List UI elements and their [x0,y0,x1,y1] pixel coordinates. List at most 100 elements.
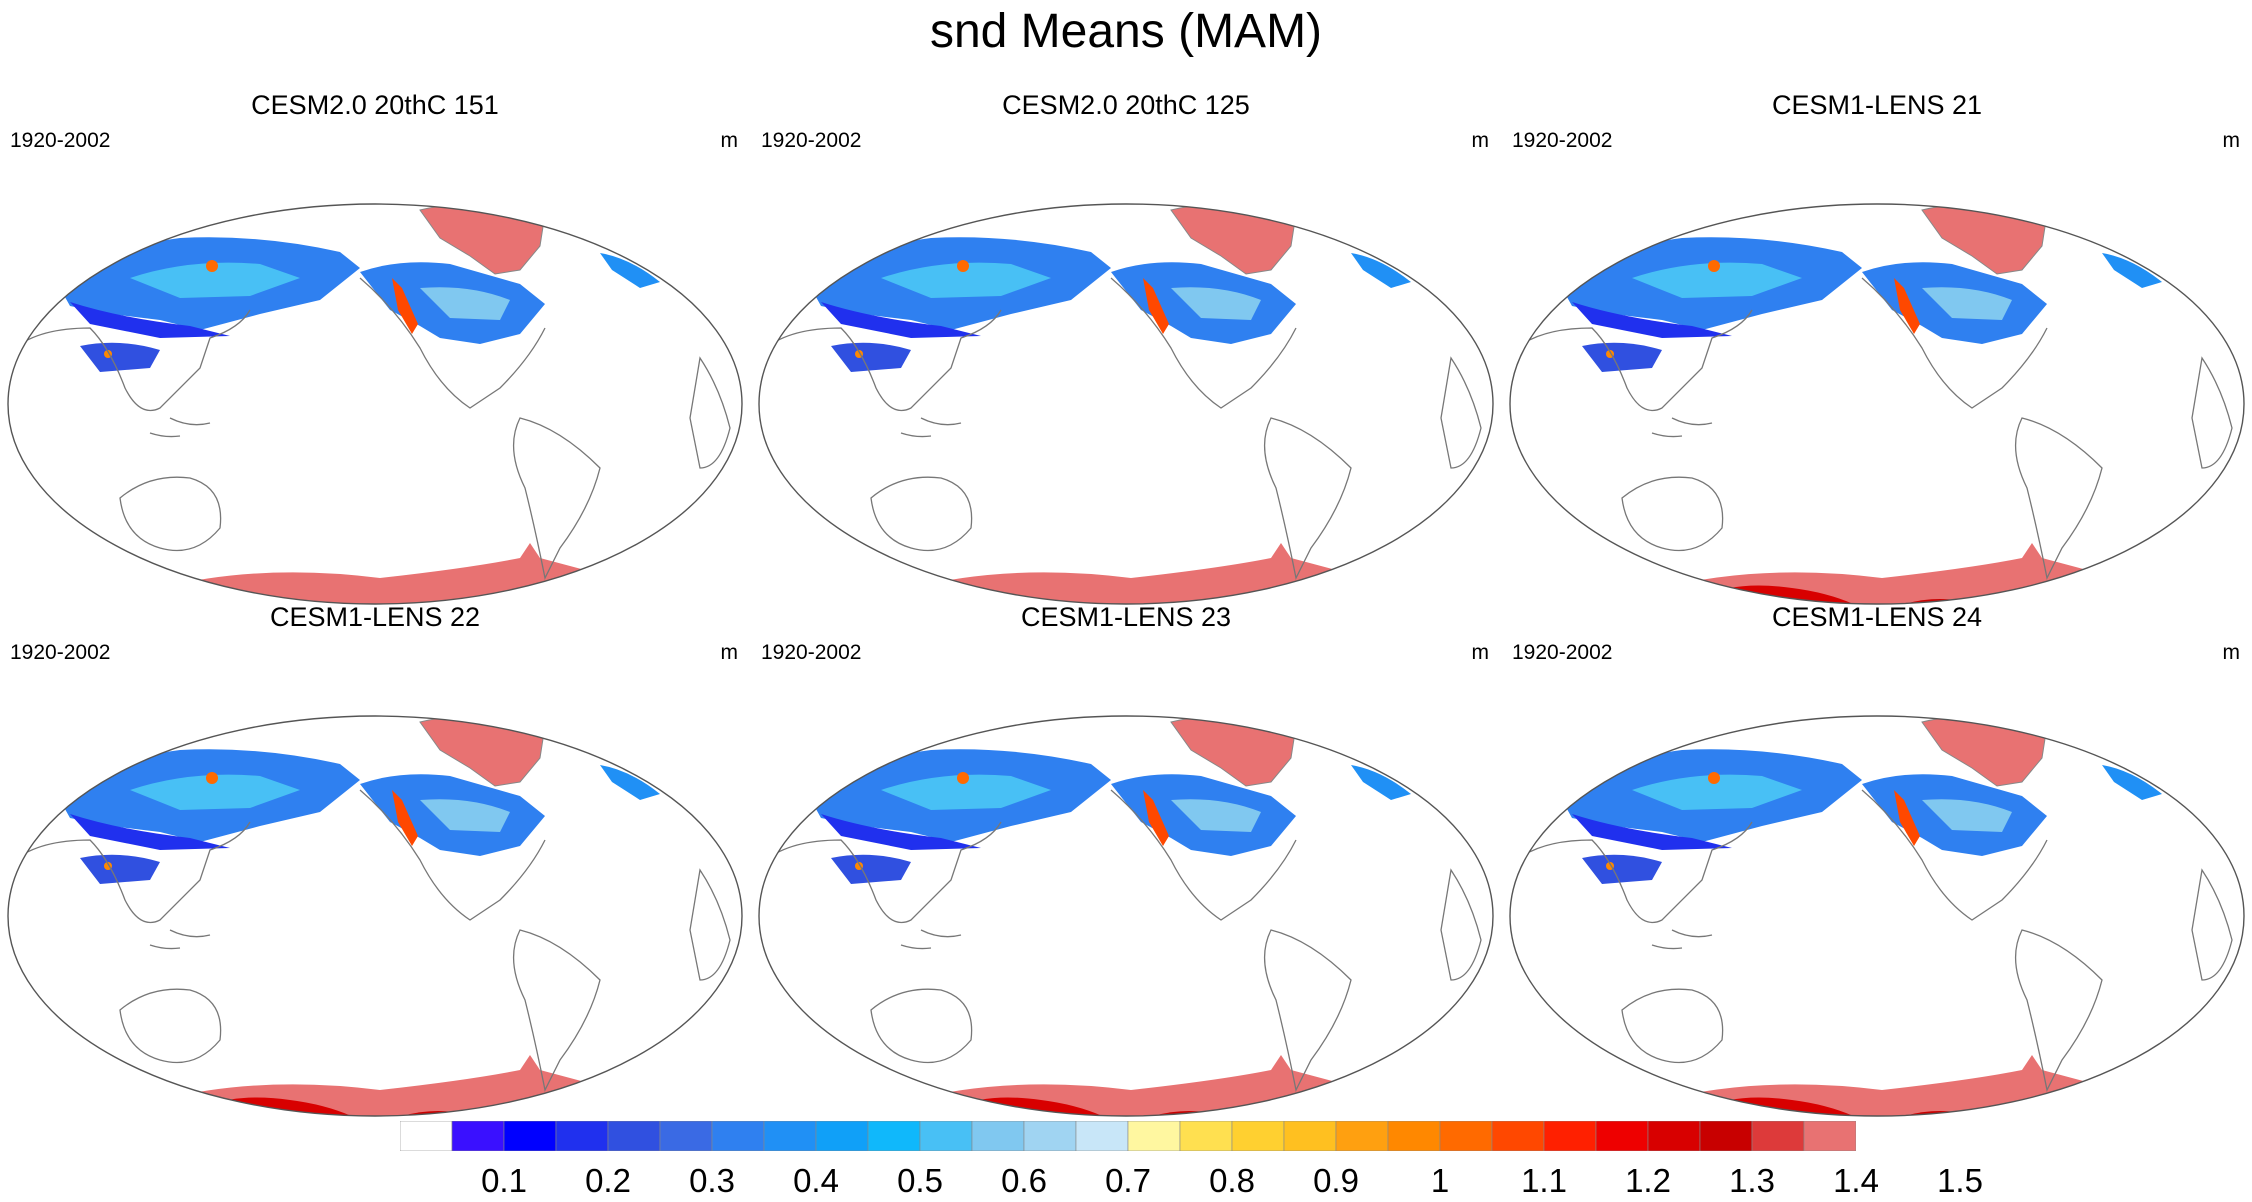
units-label: m [720,129,739,152]
colorbar-tick-label: 0.1 [481,1162,527,1199]
colorbar-tick-label: 0.2 [585,1162,631,1199]
north-america-coast [1861,277,2048,409]
period-label: 1920-2002 [10,129,111,152]
africa-coast [2191,868,2233,981]
north-america-coast [1110,277,1297,409]
map-panel: CESM1-LENS 23 1920-2002 m [751,600,1501,1120]
colorbar-tick-label: 0.7 [1105,1162,1151,1199]
antarctica-snow [901,543,1371,604]
eurasia-snow-edge [70,302,230,338]
rockies-snow [392,278,418,334]
colorbar-tick-label: 0.6 [1001,1162,1047,1199]
eurasia-snow-edge [1572,302,1732,338]
colorbar-swatch [503,1121,557,1151]
colorbar-swatch [1699,1121,1753,1151]
colorbar-swatch [1595,1121,1649,1151]
panel-title: CESM1-LENS 22 [269,602,481,632]
eurasia-snow-peak [206,260,218,272]
panel-title: CESM2.0 20thC 125 [1002,90,1250,120]
maritime-continent [900,929,962,950]
colorbar-swatch [451,1121,505,1151]
period-label: 1920-2002 [761,129,862,152]
antarctica-snow [1652,543,2122,604]
colorbar-tick-label: 1 [1430,1162,1450,1199]
eurasia-snow-edge [70,814,230,850]
units-label: m [1471,641,1490,664]
panel-title: CESM1-LENS 23 [1020,602,1232,632]
colorbar-swatch [867,1121,921,1151]
colorbar-swatch [1179,1121,1233,1151]
asia-coast [765,309,1002,412]
colorbar-swatch [1491,1121,1545,1151]
globe-outline [758,715,1494,1117]
maritime-continent [900,417,962,438]
scandinavia-snow [1351,765,1411,800]
north-america-coast [1110,789,1297,921]
maritime-continent [149,929,211,950]
colorbar [400,1121,1856,1151]
africa-coast [2191,356,2233,469]
colorbar-swatch [1127,1121,1181,1151]
eurasia-snow-edge [821,302,981,338]
scandinavia-snow [2102,765,2162,800]
globe-outline [1509,203,2245,605]
tibet-snow [1582,854,1662,884]
globe-outline [758,203,1494,605]
south-america-coast [512,929,601,1092]
australia-coast [119,988,222,1064]
colorbar-swatch [1751,1121,1805,1151]
map-projection [1509,715,2245,1117]
rockies-snow [392,790,418,846]
rockies-snow [1894,278,1920,334]
antarctica-snow [150,543,620,604]
tibet-snow [1582,342,1662,372]
colorbar-swatch [1335,1121,1389,1151]
eurasia-snow-peak [1708,772,1720,784]
period-label: 1920-2002 [1512,641,1613,664]
antarctica-snow [150,1055,620,1116]
south-america-coast [1263,417,1352,580]
asia-coast [14,309,251,412]
rockies-snow [1894,790,1920,846]
colorbar-swatch [555,1121,609,1151]
colorbar-tick-label: 1.5 [1937,1162,1983,1199]
north-america-snow-mid [420,799,510,832]
africa-coast [689,868,731,981]
globe-outline [1509,715,2245,1117]
colorbar-swatch [400,1121,453,1151]
north-america-coast [359,277,546,409]
eurasia-snow-mid [1632,774,1802,810]
period-label: 1920-2002 [1512,129,1613,152]
colorbar-swatch [815,1121,869,1151]
colorbar-tick-label: 0.8 [1209,1162,1255,1199]
south-america-coast [512,417,601,580]
rockies-snow [1143,278,1169,334]
australia-coast [1621,476,1724,552]
africa-coast [689,356,731,469]
scandinavia-snow [600,253,660,288]
australia-coast [119,476,222,552]
eurasia-snow-mid [881,774,1051,810]
map-projection [758,203,1494,605]
map-panel: CESM1-LENS 21 1920-2002 m [1502,88,2252,608]
asia-coast [14,821,251,924]
colorbar-swatch [1075,1121,1129,1151]
south-america-coast [1263,929,1352,1092]
north-america-snow-mid [420,287,510,320]
colorbar-tick-label: 1.2 [1625,1162,1671,1199]
south-america-coast [2014,417,2103,580]
south-america-coast [2014,929,2103,1092]
colorbar-swatch [919,1121,973,1151]
colorbar-swatch [971,1121,1025,1151]
map-projection [7,715,743,1117]
north-america-snow-mid [1171,799,1261,832]
colorbar-swatch [763,1121,817,1151]
map-projection [758,715,1494,1117]
colorbar-swatch [1647,1121,1701,1151]
tibet-snow [831,342,911,372]
tibet-snow [80,342,160,372]
africa-coast [1440,868,1482,981]
eurasia-snow-edge [821,814,981,850]
colorbar-swatch [1023,1121,1077,1151]
eurasia-snow-peak [957,260,969,272]
